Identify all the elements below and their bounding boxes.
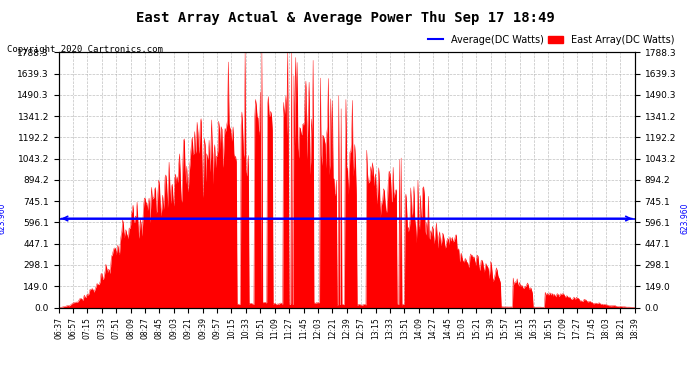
Legend: Average(DC Watts), East Array(DC Watts): Average(DC Watts), East Array(DC Watts) xyxy=(424,31,678,49)
Text: 623.960: 623.960 xyxy=(681,203,690,234)
Text: Copyright 2020 Cartronics.com: Copyright 2020 Cartronics.com xyxy=(7,45,163,54)
Text: 623.960: 623.960 xyxy=(0,203,7,234)
Text: East Array Actual & Average Power Thu Sep 17 18:49: East Array Actual & Average Power Thu Se… xyxy=(136,11,554,25)
